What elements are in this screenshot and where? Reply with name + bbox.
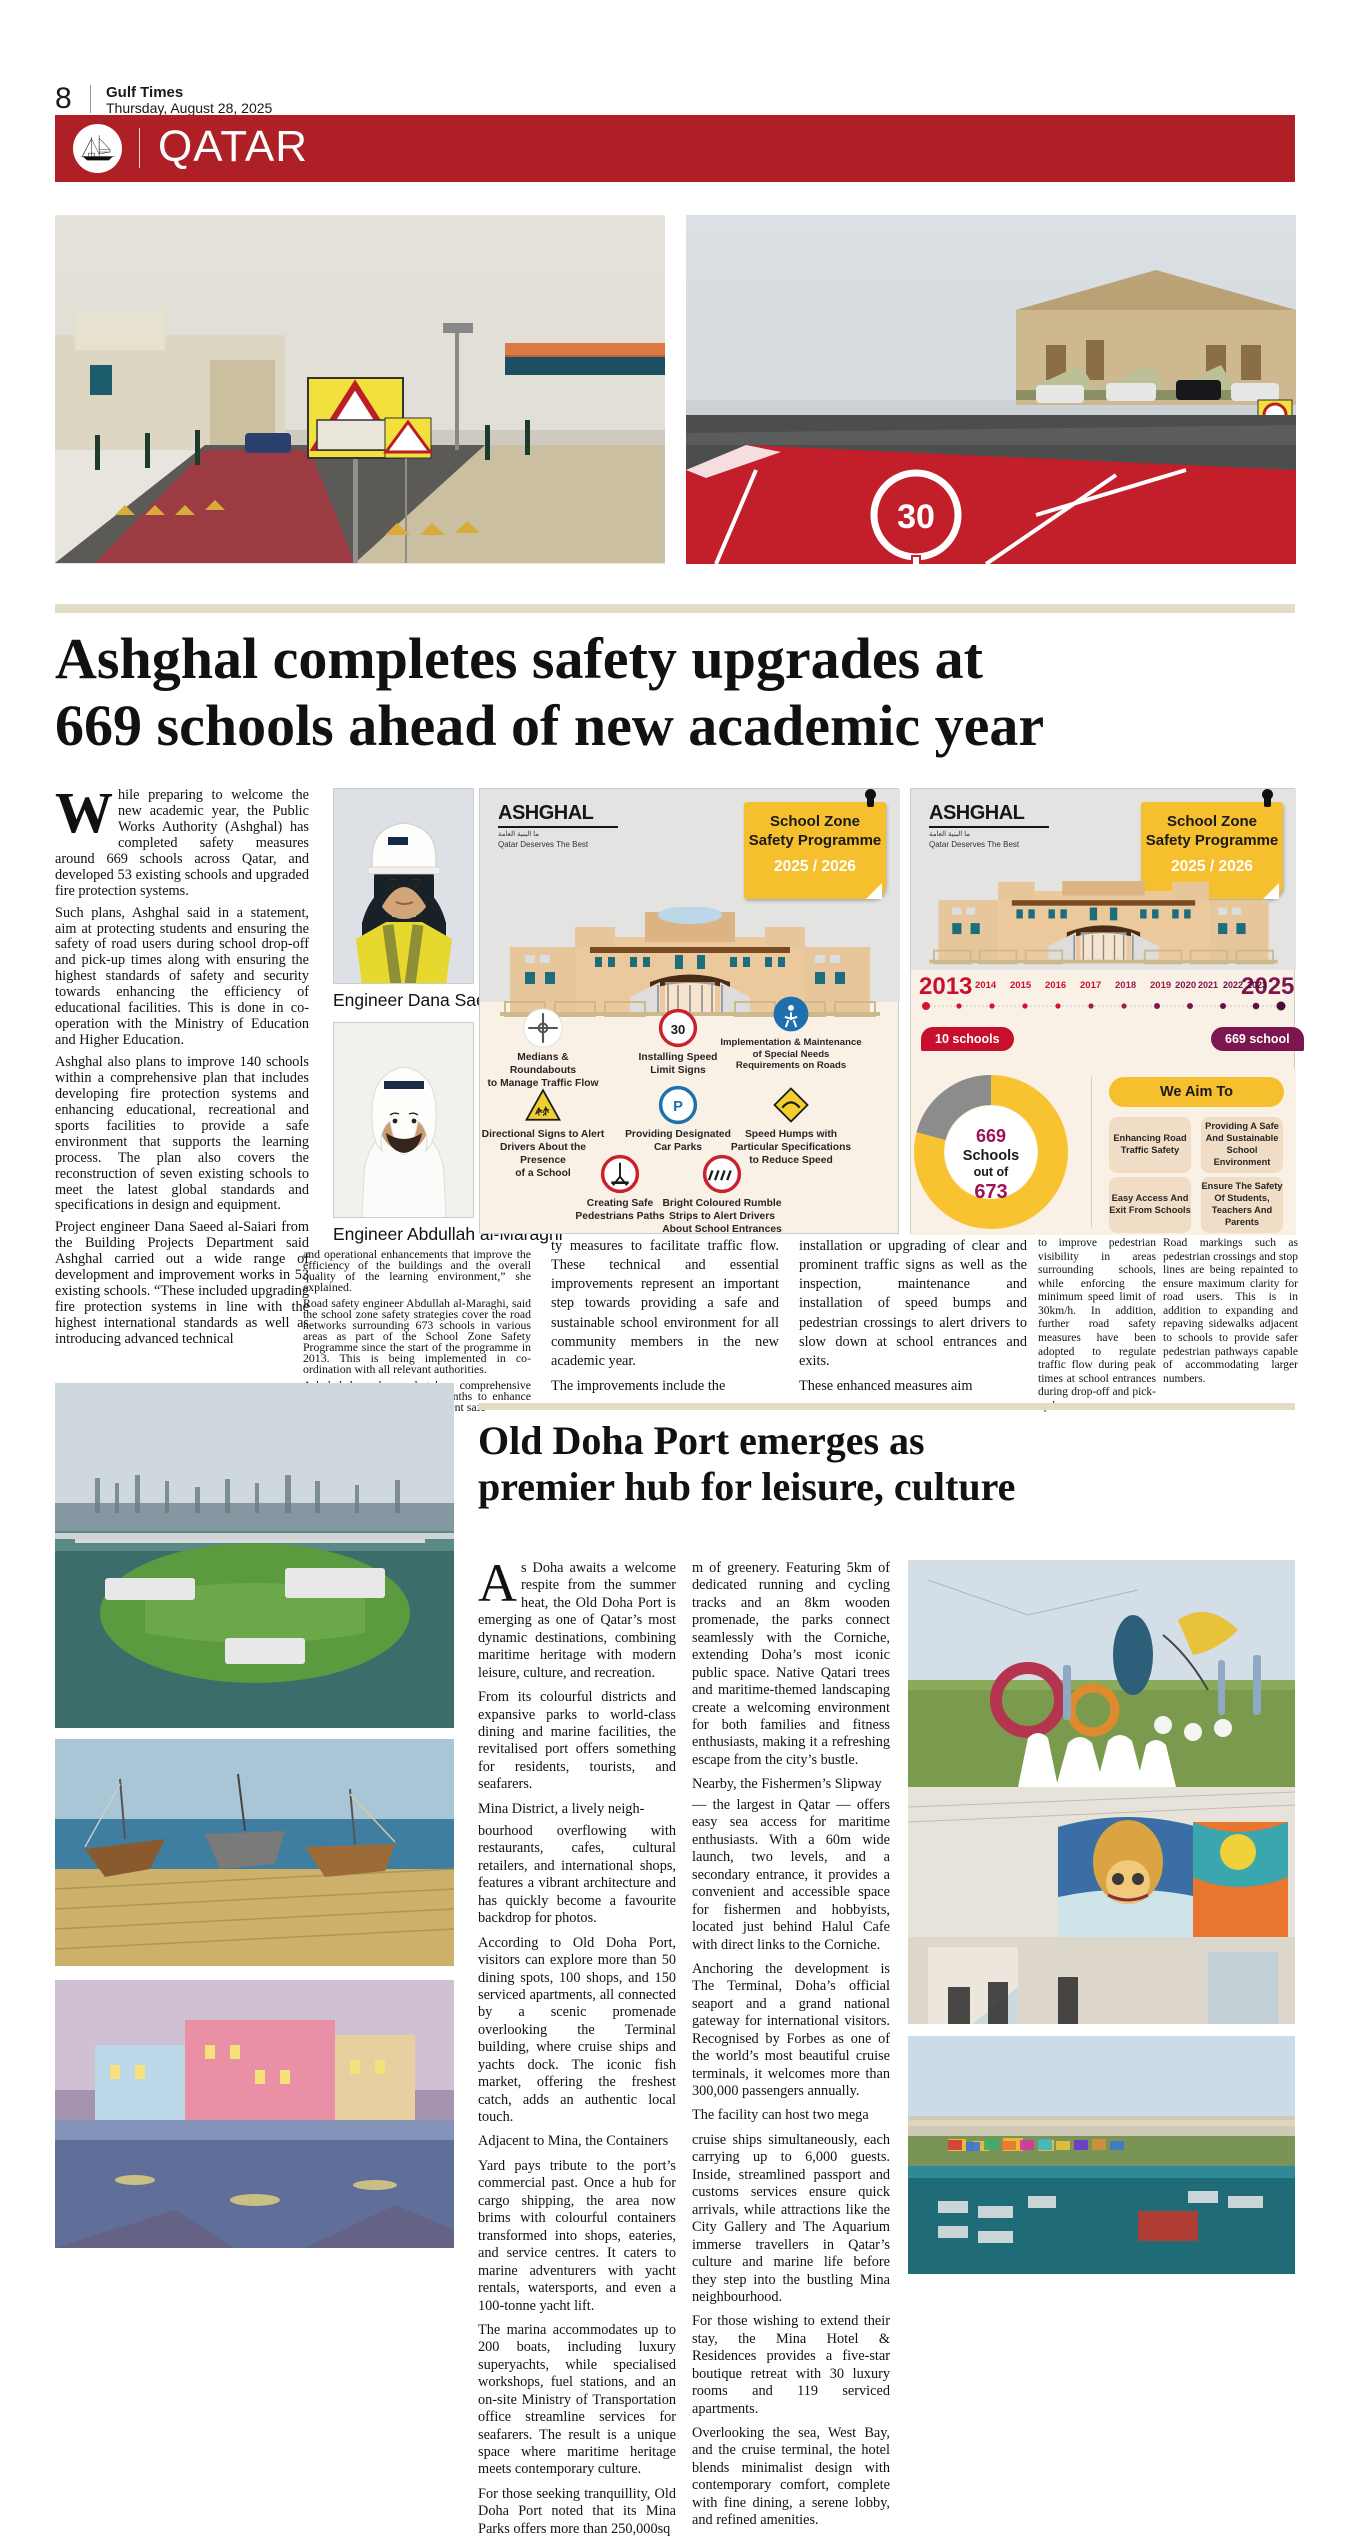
svg-text:P: P [673, 1099, 683, 1115]
svg-text:out of: out of [974, 1165, 1010, 1179]
svg-text:Schools: Schools [963, 1148, 1019, 1164]
svg-text:30: 30 [671, 1022, 686, 1037]
svg-text:673: 673 [974, 1181, 1007, 1203]
svg-text:669: 669 [976, 1126, 1006, 1146]
